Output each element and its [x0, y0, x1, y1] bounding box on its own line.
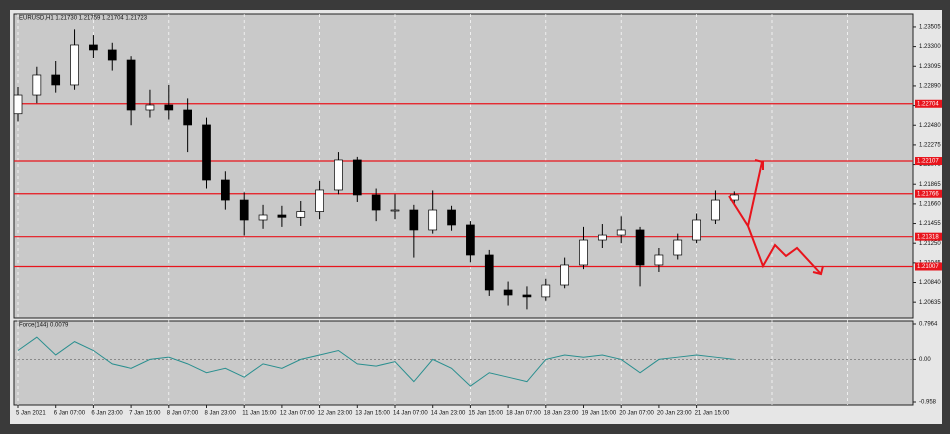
y-tick-label: 1.23505 — [919, 25, 941, 31]
y-tick-label: -0.958 — [919, 400, 937, 406]
candle-body — [673, 239, 683, 256]
x-tick-label: 11 Jan 15:00 — [242, 411, 277, 417]
candle-body — [352, 159, 362, 196]
candle-body — [334, 159, 343, 191]
level-label: 1.21318 — [917, 234, 939, 240]
y-tick-label: 1.21250 — [919, 241, 941, 247]
candle-body — [107, 49, 117, 61]
candle-body — [654, 254, 664, 266]
y-tick-label: 1.22275 — [919, 142, 941, 148]
candle-body — [315, 189, 324, 212]
y-tick-label: 1.21660 — [919, 201, 941, 207]
force-line — [17, 336, 735, 387]
y-tick-label: 1.20635 — [919, 300, 941, 306]
level-label: 1.22704 — [917, 101, 939, 107]
candle-body — [503, 289, 513, 296]
candle-body — [239, 199, 249, 221]
y-tick-label: 0.7964 — [919, 322, 938, 328]
x-tick-label: 15 Jan 15:00 — [468, 411, 503, 417]
x-tick-label: 12 Jan 23:00 — [318, 411, 353, 417]
candle-body — [560, 264, 570, 286]
x-tick-label: 5 Jan 2021 — [16, 411, 46, 417]
candle-body — [277, 214, 287, 218]
x-tick-label: 8 Jan 07:00 — [167, 411, 199, 417]
candle-body — [390, 209, 400, 212]
x-tick-label: 20 Jan 07:00 — [619, 411, 654, 417]
candle-body — [466, 224, 475, 256]
x-tick-label: 6 Jan 07:00 — [54, 411, 86, 417]
candle-body — [145, 104, 155, 111]
x-tick-label: 21 Jan 15:00 — [695, 411, 730, 417]
candle-body — [711, 199, 720, 221]
candle-body — [258, 214, 268, 221]
x-tick-label: 18 Jan 07:00 — [506, 411, 541, 417]
sub-plot — [13, 320, 914, 406]
x-tick-label: 13 Jan 15:00 — [355, 411, 390, 417]
level-label: 1.21007 — [917, 264, 939, 270]
y-tick-label: 1.20840 — [919, 280, 941, 286]
candle-body — [89, 44, 98, 51]
x-tick-label: 18 Jan 23:00 — [544, 411, 579, 417]
candle-body — [541, 284, 551, 298]
candle-body — [371, 194, 381, 211]
marks: 1.235051.233001.230951.228901.226851.224… — [13, 25, 942, 417]
x-tick-label: 7 Jan 15:00 — [129, 411, 161, 417]
candle-body — [70, 44, 79, 86]
chart-title: EURUSD,H1 1.21730 1.21759 1.21704 1.2172… — [19, 16, 148, 22]
candle-body — [409, 209, 419, 231]
level-label: 1.22107 — [917, 159, 939, 165]
candle-body — [428, 209, 438, 231]
level-tag — [915, 232, 942, 241]
x-tick-label: 8 Jan 23:00 — [205, 411, 237, 417]
candle-body — [484, 254, 494, 291]
candle-body — [579, 239, 588, 266]
level-tag — [915, 99, 942, 108]
y-tick-label: 1.22070 — [919, 162, 941, 168]
y-tick-label: 1.21455 — [919, 221, 941, 227]
candle-body — [164, 104, 174, 111]
candle-body — [635, 229, 645, 266]
level-label: 1.21766 — [917, 191, 939, 197]
x-tick-label: 14 Jan 23:00 — [431, 411, 466, 417]
level-tag — [915, 262, 942, 271]
candle-body — [522, 294, 532, 298]
y-tick-label: 1.23095 — [919, 64, 941, 70]
y-tick-label: 0.00 — [919, 357, 931, 363]
y-tick-label: 1.21865 — [919, 182, 941, 188]
grid — [17, 14, 848, 405]
candle-body — [221, 179, 230, 201]
forecast-drawing — [728, 159, 824, 276]
sub-title: Force(144) 0.0079 — [19, 323, 69, 329]
main-plot — [13, 13, 914, 319]
level-tag — [915, 157, 942, 166]
candle-body — [447, 209, 456, 226]
candle-body — [692, 219, 701, 241]
x-tick-label: 19 Jan 15:00 — [582, 411, 617, 417]
candle-body — [126, 59, 136, 111]
candle-body — [616, 229, 626, 236]
candle-body — [32, 74, 42, 96]
candle-body — [597, 234, 607, 241]
candle-body — [13, 94, 23, 115]
candle-body — [296, 211, 306, 218]
x-tick-label: 14 Jan 07:00 — [393, 411, 428, 417]
candle-body — [51, 74, 61, 86]
y-tick-label: 1.22890 — [919, 84, 941, 90]
level-tag — [915, 189, 942, 198]
candle-body — [202, 124, 211, 181]
y-tick-label: 1.23300 — [919, 44, 941, 50]
x-tick-label: 6 Jan 23:00 — [91, 411, 123, 417]
x-tick-label: 12 Jan 07:00 — [280, 411, 315, 417]
y-tick-label: 1.22480 — [919, 123, 941, 129]
x-tick-label: 20 Jan 23:00 — [657, 411, 692, 417]
candle-body — [183, 109, 192, 126]
